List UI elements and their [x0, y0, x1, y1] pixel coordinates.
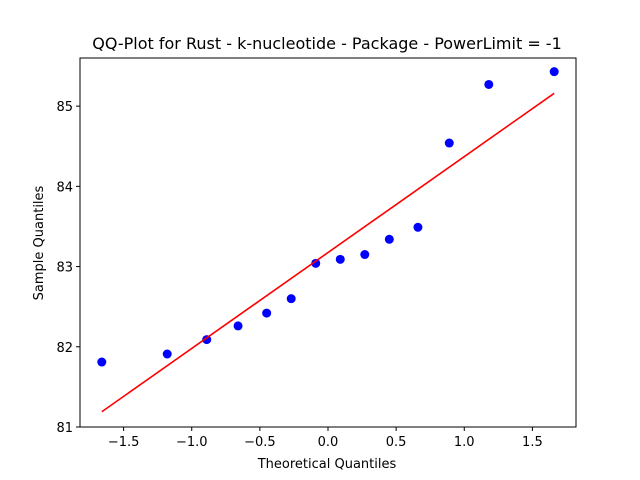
data-point — [286, 294, 296, 304]
axes-frame — [79, 57, 577, 428]
data-point — [162, 349, 172, 359]
x-tick-label: 0.0 — [318, 435, 339, 450]
data-point — [262, 308, 272, 318]
x-tick-label: −1.5 — [108, 435, 140, 450]
x-tick-label: 1.5 — [522, 435, 543, 450]
y-axis-label: Sample Quantiles — [32, 185, 47, 300]
data-point — [202, 335, 212, 345]
data-point — [444, 138, 454, 148]
data-point — [311, 258, 321, 268]
data-point — [233, 321, 243, 331]
y-tick-label: 81 — [56, 421, 73, 436]
data-point — [413, 222, 423, 232]
data-point — [484, 79, 494, 89]
x-axis-label: Theoretical Quantiles — [257, 457, 397, 472]
x-tick-label: 1.0 — [454, 435, 475, 450]
chart-title: QQ-Plot for Rust - k-nucleotide - Packag… — [92, 34, 562, 53]
data-point — [335, 254, 345, 264]
y-tick-label: 84 — [56, 180, 73, 195]
x-tick-label: −1.0 — [176, 435, 208, 450]
data-point — [384, 234, 394, 244]
data-point — [549, 67, 559, 77]
data-point — [360, 250, 370, 260]
data-point — [97, 357, 107, 367]
y-tick-label: 83 — [56, 261, 73, 276]
x-tick-label: 0.5 — [386, 435, 407, 450]
y-tick-label: 82 — [56, 341, 73, 356]
reference-line — [101, 92, 555, 413]
x-tick-label: −0.5 — [244, 435, 276, 450]
y-tick-label: 85 — [56, 100, 73, 115]
